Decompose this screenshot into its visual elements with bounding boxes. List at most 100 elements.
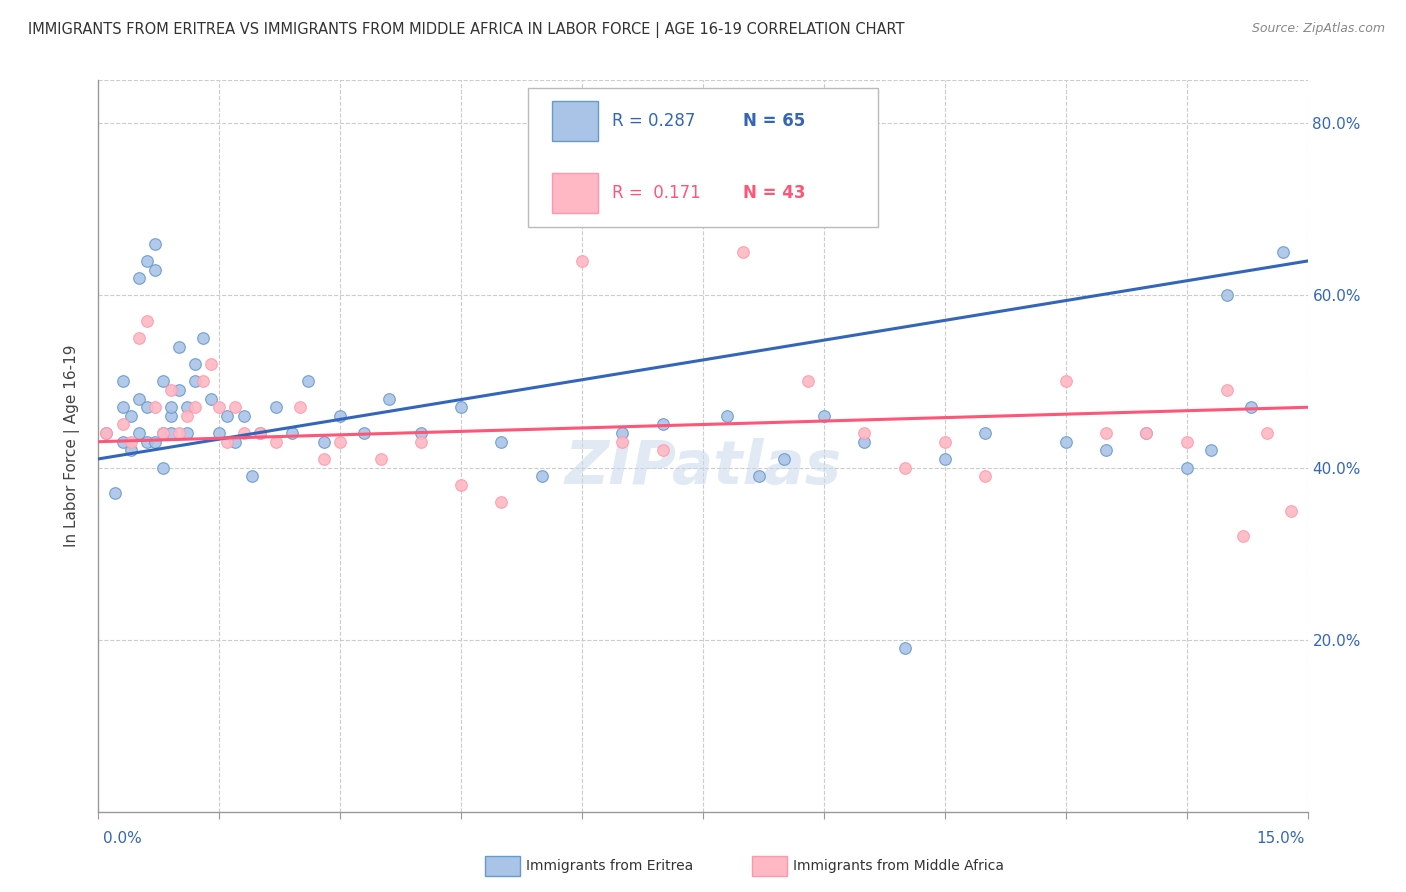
FancyBboxPatch shape: [551, 101, 598, 141]
Point: [160, 401, 183, 415]
Point: [111, 417, 134, 432]
Point: [128, 331, 150, 345]
FancyBboxPatch shape: [527, 87, 879, 227]
Point: [128, 392, 150, 406]
Point: [813, 409, 835, 423]
Point: [853, 434, 876, 449]
Point: [167, 426, 190, 441]
Text: N = 65: N = 65: [742, 112, 806, 130]
Point: [1256, 426, 1278, 441]
Point: [111, 401, 134, 415]
Point: [450, 477, 472, 491]
Point: [111, 375, 134, 389]
Point: [491, 495, 513, 509]
Point: [143, 434, 166, 449]
Point: [329, 434, 352, 449]
Point: [135, 401, 157, 415]
Point: [143, 262, 166, 277]
Point: [184, 401, 207, 415]
Point: [974, 469, 997, 483]
Point: [143, 236, 166, 251]
Point: [193, 331, 215, 345]
Point: [217, 434, 239, 449]
Point: [96, 426, 118, 441]
Point: [160, 426, 183, 441]
Point: [120, 409, 142, 423]
Point: [200, 392, 222, 406]
Point: [135, 434, 157, 449]
Point: [152, 460, 174, 475]
Point: [1216, 383, 1239, 397]
Point: [1272, 245, 1295, 260]
Point: [232, 426, 254, 441]
Point: [240, 469, 263, 483]
Point: [152, 375, 174, 389]
Point: [1232, 529, 1254, 543]
Point: [353, 426, 375, 441]
Point: [232, 409, 254, 423]
Point: [176, 401, 198, 415]
Point: [167, 340, 190, 354]
Point: [1095, 426, 1118, 441]
Point: [571, 254, 593, 268]
Point: [377, 392, 399, 406]
Point: [176, 409, 198, 423]
Point: [853, 426, 876, 441]
Point: [893, 641, 915, 656]
Point: [128, 271, 150, 285]
Text: Immigrants from Middle Africa: Immigrants from Middle Africa: [793, 859, 1004, 873]
Point: [1281, 503, 1303, 517]
Point: [1135, 426, 1157, 441]
Y-axis label: In Labor Force | Age 16-19: In Labor Force | Age 16-19: [63, 344, 80, 548]
Point: [797, 375, 820, 389]
Point: [224, 434, 246, 449]
Point: [733, 245, 755, 260]
Point: [120, 434, 142, 449]
Point: [143, 401, 166, 415]
Point: [1054, 434, 1077, 449]
Text: 0.0%: 0.0%: [103, 831, 142, 846]
Point: [167, 383, 190, 397]
Point: [1095, 443, 1118, 458]
Point: [281, 426, 304, 441]
Point: [152, 426, 174, 441]
Point: [264, 401, 287, 415]
Point: [748, 469, 770, 483]
Point: [612, 434, 634, 449]
Text: IMMIGRANTS FROM ERITREA VS IMMIGRANTS FROM MIDDLE AFRICA IN LABOR FORCE | AGE 16: IMMIGRANTS FROM ERITREA VS IMMIGRANTS FR…: [28, 22, 904, 38]
Text: Immigrants from Eritrea: Immigrants from Eritrea: [526, 859, 693, 873]
Point: [651, 417, 673, 432]
Text: R =  0.171: R = 0.171: [613, 185, 702, 202]
Point: [224, 401, 246, 415]
Point: [103, 486, 125, 500]
Point: [934, 451, 956, 466]
Point: [1175, 460, 1198, 475]
Point: [120, 443, 142, 458]
Point: [893, 460, 915, 475]
Point: [1054, 375, 1077, 389]
Point: [1199, 443, 1222, 458]
Point: [135, 314, 157, 328]
Point: [651, 443, 673, 458]
Point: [184, 375, 207, 389]
Point: [1216, 288, 1239, 302]
Point: [1135, 426, 1157, 441]
Text: 15.0%: 15.0%: [1257, 831, 1305, 846]
Point: [314, 434, 336, 449]
Point: [176, 426, 198, 441]
Point: [409, 426, 432, 441]
Point: [297, 375, 319, 389]
Point: [152, 426, 174, 441]
Point: [96, 426, 118, 441]
Point: [217, 409, 239, 423]
Point: [370, 451, 392, 466]
Point: [128, 426, 150, 441]
Point: [974, 426, 997, 441]
Point: [208, 426, 231, 441]
Point: [208, 401, 231, 415]
Text: N = 43: N = 43: [742, 185, 806, 202]
Point: [264, 434, 287, 449]
Point: [249, 426, 271, 441]
Point: [329, 409, 352, 423]
Point: [314, 451, 336, 466]
